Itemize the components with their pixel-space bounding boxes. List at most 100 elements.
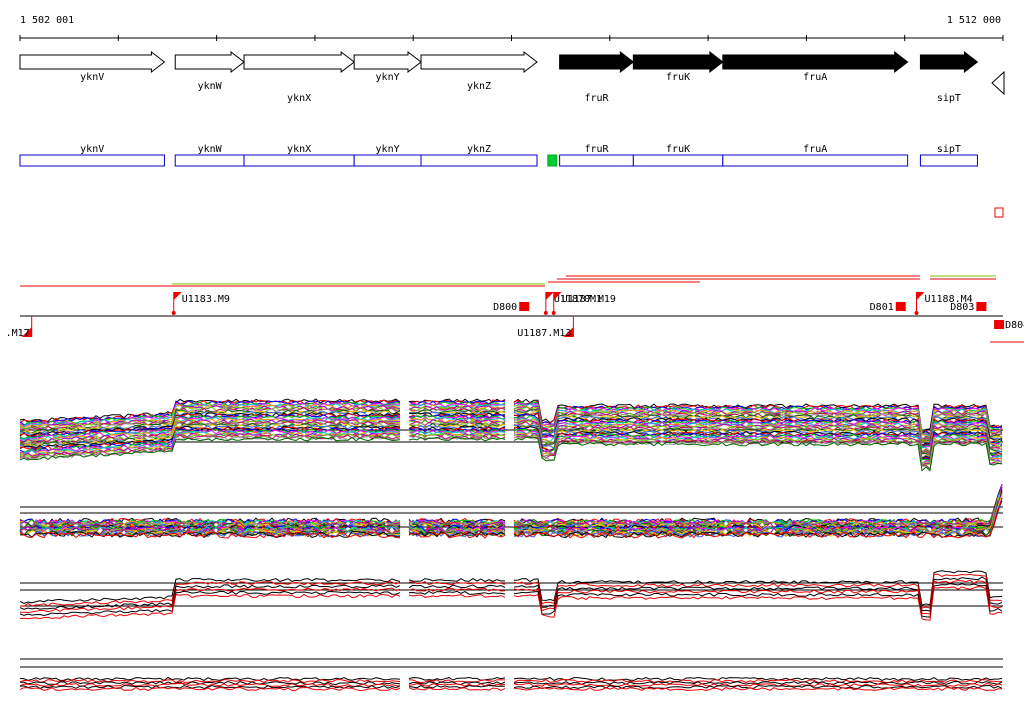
expression-profile	[513, 678, 1003, 684]
tss-flag	[173, 292, 182, 300]
gene-arrow-track: yknV yknW yknX yknY yknZ fruR fruK fruA sipT	[19, 50, 979, 104]
expression-profile	[408, 687, 506, 691]
ruler-start-label: 1 502 001	[20, 15, 74, 26]
green-marker	[547, 154, 558, 167]
tss-flag	[553, 292, 562, 300]
gene-arrow-label: yknZ	[467, 81, 491, 92]
tss-flag	[563, 327, 574, 337]
terminator-box	[519, 302, 530, 311]
ruler-ticks	[19, 35, 1004, 41]
expression-profile	[19, 435, 401, 460]
expression-track-2	[19, 483, 1003, 539]
small-red-box	[994, 207, 1004, 218]
gene-box-fruR	[559, 154, 634, 167]
expression-profile	[408, 426, 505, 432]
expression-profile	[19, 400, 401, 426]
reverse-arrowhead	[991, 70, 1005, 96]
gene-box-label: fruR	[584, 144, 609, 155]
gene-arrow-yknW	[174, 50, 245, 74]
gene-arrow-label: yknW	[198, 81, 223, 92]
terminator-box	[976, 302, 987, 311]
expression-profile	[513, 682, 1003, 688]
gene-arrow-label: yknY	[376, 72, 400, 83]
tss-lower-track: .M17 U1187.M13	[6, 316, 574, 339]
gene-box-yknX	[243, 154, 355, 167]
gene-box-fruK	[632, 154, 724, 167]
gene-arrow-yknV	[19, 50, 166, 74]
expression-profile	[19, 578, 401, 604]
expression-profile	[513, 404, 1003, 439]
gene-arrow-label: fruK	[666, 72, 690, 83]
gene-box-label: yknV	[80, 144, 104, 155]
expression-profile	[513, 583, 1003, 618]
expression-profile	[408, 433, 506, 439]
gene-arrow-label: fruA	[803, 72, 827, 83]
expression-profile	[19, 419, 401, 443]
gene-box-yknV	[19, 154, 165, 167]
terminator-track: D800 D801 D803 D804	[493, 302, 1024, 331]
expression-profile	[408, 590, 506, 595]
terminator-box	[994, 320, 1005, 329]
gene-box-label: sipT	[937, 144, 961, 155]
expression-track-1	[19, 398, 1003, 472]
ruler: 1 502 001 1 512 000	[19, 15, 1004, 41]
gene-box-label: yknW	[198, 144, 223, 155]
expression-profile	[408, 412, 506, 417]
gene-box-yknZ	[420, 154, 538, 167]
reverse-gene-fragment	[991, 70, 1005, 96]
gene-arrow-fruR	[559, 50, 635, 74]
expression-track-4	[19, 658, 1003, 692]
expression-profile	[513, 410, 1003, 443]
expression-profile	[19, 684, 401, 690]
tss-label: U11870M1	[554, 294, 602, 305]
expression-profile	[19, 678, 401, 684]
expression-profile	[19, 590, 401, 617]
gene-box-label: yknY	[376, 144, 400, 155]
gene-box-sipT	[919, 154, 978, 167]
expression-profile	[20, 680, 401, 686]
expression-profile	[408, 405, 506, 411]
expression-profile	[408, 578, 506, 583]
gene-arrow-fruK	[632, 50, 724, 74]
gene-box-yknY	[353, 154, 422, 167]
expression-profile	[513, 585, 1003, 621]
expression-profile	[19, 436, 401, 461]
expression-profile	[19, 429, 401, 454]
expression-profile	[19, 409, 401, 434]
expression-profile	[19, 686, 401, 692]
expression-profile	[513, 436, 1003, 472]
expression-profile	[513, 680, 1003, 685]
tss-label: U1187.M19	[562, 294, 616, 305]
gene-arrow-label: fruR	[584, 93, 609, 104]
expression-profile	[408, 581, 506, 586]
expression-profile	[408, 587, 506, 592]
gene-box-yknW	[174, 154, 245, 167]
tss-dot	[914, 311, 919, 315]
gene-box-label: yknZ	[467, 144, 491, 155]
tss-label: U1188.M4	[924, 294, 972, 305]
tss-label: U1183.M9	[182, 294, 230, 305]
expression-profile	[19, 424, 401, 448]
tss-label: U1187.M13	[517, 328, 571, 339]
gene-box-fruA	[722, 154, 909, 167]
expression-profile	[513, 497, 1003, 539]
expression-profile	[408, 683, 506, 687]
expression-profile	[513, 484, 1003, 525]
terminator-label: D800	[493, 302, 517, 313]
expression-profile	[513, 579, 1003, 615]
expression-profile	[19, 398, 401, 423]
gene-box-label: fruK	[666, 144, 690, 155]
tss-dot	[171, 311, 176, 315]
expression-profile	[19, 676, 401, 682]
tss-dot	[543, 311, 548, 315]
expression-profile	[408, 684, 505, 689]
expression-profile	[513, 487, 1003, 526]
expression-profile	[408, 531, 506, 539]
expression-profile	[513, 686, 1003, 692]
terminator-label: D804	[1005, 320, 1024, 331]
expression-profile	[19, 531, 401, 539]
expression-profile	[513, 573, 1003, 609]
expression-profile	[408, 398, 506, 404]
expression-profile	[19, 581, 401, 607]
